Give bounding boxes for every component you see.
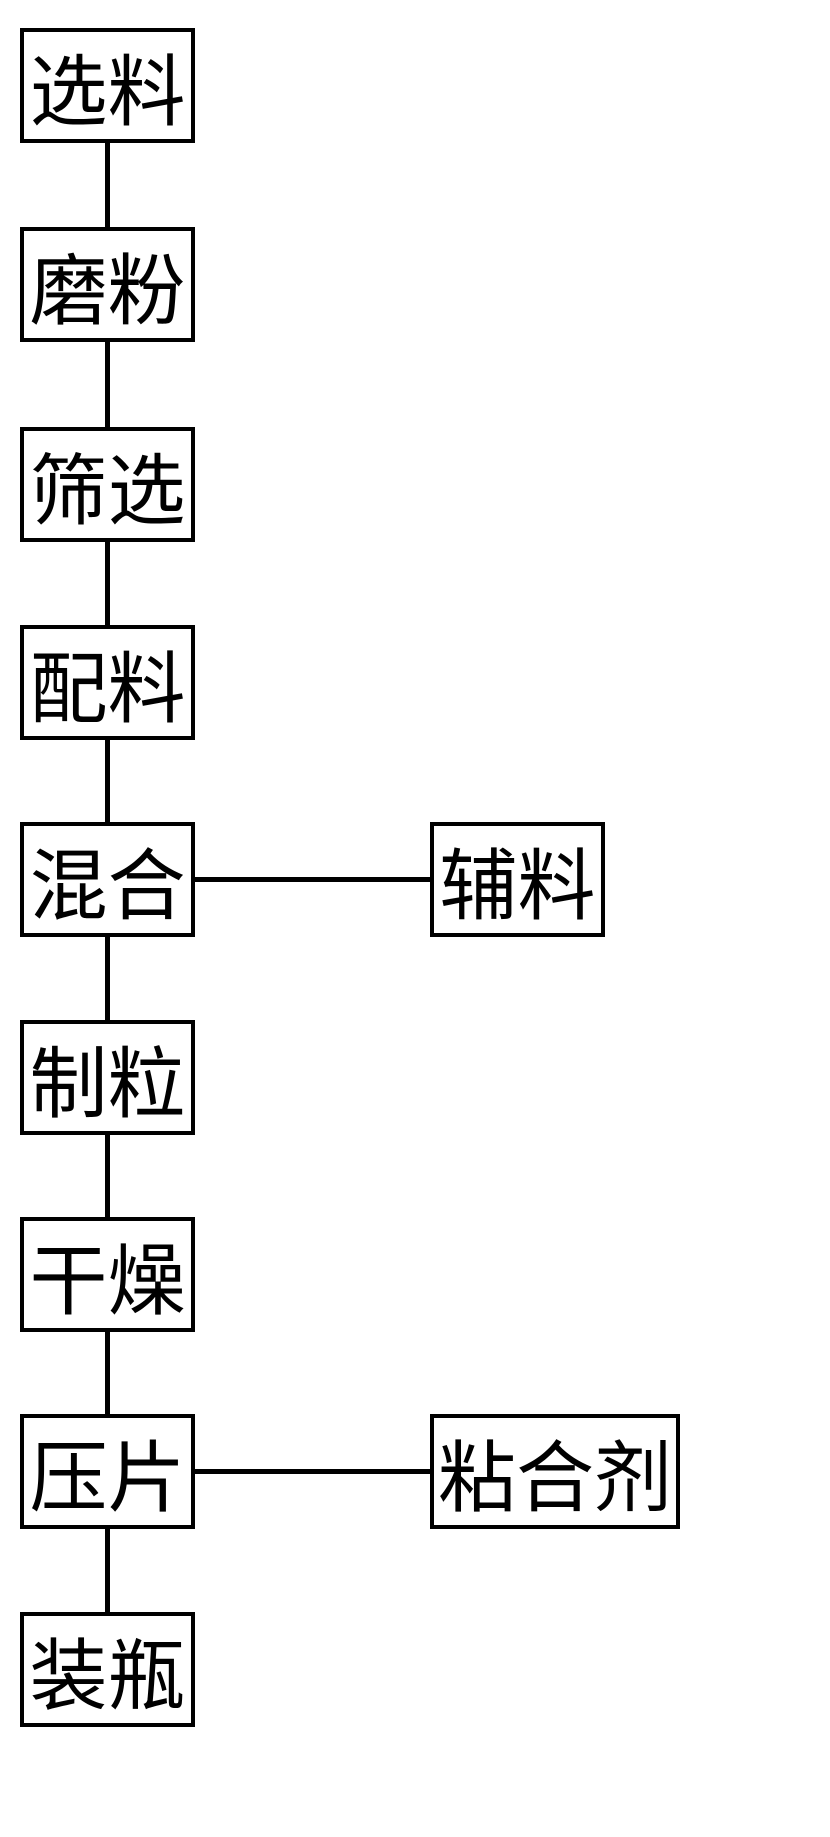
- flowchart-edge-n7-n8: [105, 1332, 110, 1414]
- flowchart-node-label: 粘合剂: [438, 1416, 672, 1528]
- flowchart-node-n5: 混合: [20, 822, 195, 937]
- flowchart-edge-n8-n9: [105, 1529, 110, 1612]
- flowchart-node-n2: 磨粉: [20, 227, 195, 342]
- flowchart-node-label: 装瓶: [29, 1614, 185, 1726]
- flowchart-node-n4: 配料: [20, 625, 195, 740]
- flowchart-node-n9: 装瓶: [20, 1612, 195, 1727]
- flowchart-edge-n3-n4: [105, 542, 110, 625]
- flowchart-node-n10: 辅料: [430, 822, 605, 937]
- flowchart-edge-n2-n3: [105, 342, 110, 427]
- flowchart-node-n11: 粘合剂: [430, 1414, 680, 1529]
- flowchart-node-label: 压片: [29, 1416, 185, 1528]
- flowchart-node-label: 干燥: [29, 1219, 185, 1331]
- flowchart-edge-n4-n5: [105, 740, 110, 822]
- flowchart-node-label: 制粒: [29, 1022, 185, 1134]
- flowchart-node-n7: 干燥: [20, 1217, 195, 1332]
- flowchart-node-n3: 筛选: [20, 427, 195, 542]
- flowchart-node-label: 磨粉: [29, 229, 185, 341]
- flowchart-node-n6: 制粒: [20, 1020, 195, 1135]
- flowchart-edge-n6-n7: [105, 1135, 110, 1217]
- flowchart-edge-n5-n6: [105, 937, 110, 1020]
- flowchart-node-n8: 压片: [20, 1414, 195, 1529]
- flowchart-node-label: 配料: [29, 627, 185, 739]
- flowchart-node-label: 混合: [29, 824, 185, 936]
- flowchart-edge-n1-n2: [105, 143, 110, 227]
- flowchart-edge-n8-n11: [195, 1469, 430, 1474]
- flowchart-node-n1: 选料: [20, 28, 195, 143]
- flowchart-edge-n5-n10: [195, 877, 430, 882]
- flowchart-node-label: 辅料: [439, 824, 595, 936]
- flowchart-node-label: 选料: [29, 30, 185, 142]
- flowchart-node-label: 筛选: [29, 429, 185, 541]
